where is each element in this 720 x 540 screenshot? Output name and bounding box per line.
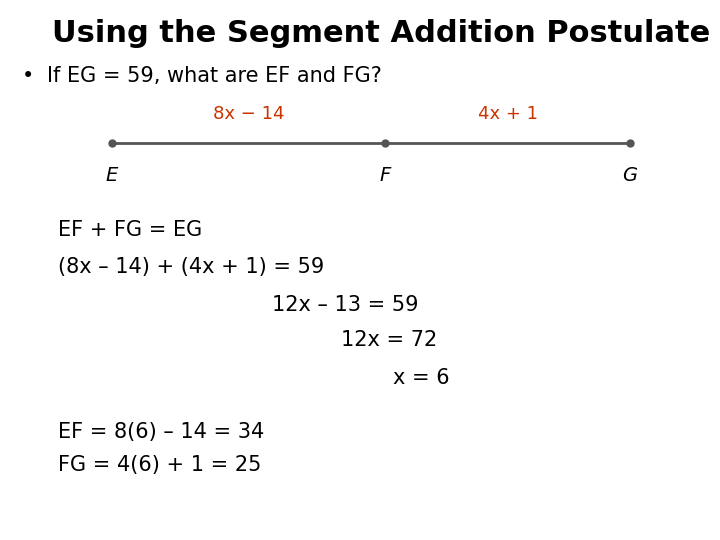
Text: EF = 8(6) – 14 = 34: EF = 8(6) – 14 = 34	[58, 422, 264, 442]
Text: x = 6: x = 6	[393, 368, 449, 388]
Text: FG = 4(6) + 1 = 25: FG = 4(6) + 1 = 25	[58, 455, 261, 476]
Text: G: G	[622, 166, 638, 185]
Text: Using the Segment Addition Postulate: Using the Segment Addition Postulate	[53, 19, 711, 48]
Text: If EG = 59, what are EF and FG?: If EG = 59, what are EF and FG?	[47, 66, 382, 86]
Text: 8x − 14: 8x − 14	[212, 105, 284, 123]
Text: 12x = 72: 12x = 72	[341, 330, 437, 350]
Text: 12x – 13 = 59: 12x – 13 = 59	[272, 295, 419, 315]
Text: •: •	[22, 66, 34, 86]
Text: (8x – 14) + (4x + 1) = 59: (8x – 14) + (4x + 1) = 59	[58, 257, 324, 278]
Text: 4x + 1: 4x + 1	[477, 105, 538, 123]
Text: EF + FG = EG: EF + FG = EG	[58, 219, 202, 240]
Text: E: E	[105, 166, 118, 185]
Text: F: F	[379, 166, 391, 185]
